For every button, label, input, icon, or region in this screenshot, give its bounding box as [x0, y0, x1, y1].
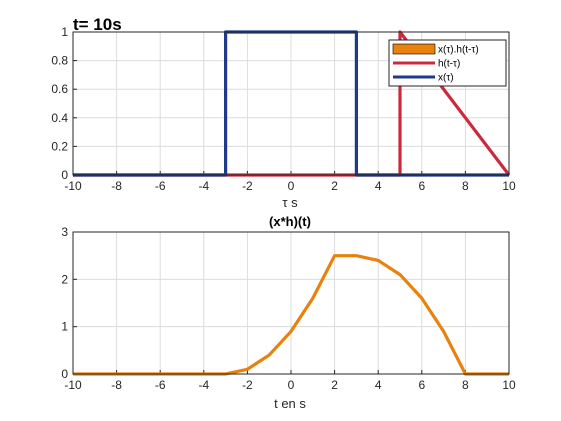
- top-xtick-label: -8: [111, 179, 122, 193]
- bottom-ytick-label: 3: [61, 225, 68, 239]
- top-xtick-label: 8: [462, 179, 469, 193]
- bottom-xtick-label: -10: [64, 378, 82, 392]
- top-xtick-label: -10: [64, 179, 82, 193]
- top-ytick-label: 0.2: [51, 139, 68, 153]
- bottom-ytick-label: 2: [61, 272, 68, 286]
- top-xlabel: τ s: [282, 195, 298, 210]
- legend-label-0: x(τ).h(t-τ): [438, 45, 479, 56]
- bottom-xtick-label: 2: [331, 378, 338, 392]
- top-xtick-label: 6: [418, 179, 425, 193]
- top-ytick-label: 1: [61, 25, 68, 39]
- top-ytick-label: 0.4: [51, 111, 68, 125]
- bottom-xtick-label: -4: [198, 378, 209, 392]
- top-axes-box: [72, 31, 510, 176]
- top-xtick-label: -4: [198, 179, 209, 193]
- bottom-xtick-label: 6: [418, 378, 425, 392]
- bottom-xtick-label: -8: [111, 378, 122, 392]
- top-xtick-label: -2: [242, 179, 253, 193]
- top-ytick-label: 0.6: [51, 82, 68, 96]
- legend-swatch-0: [392, 43, 436, 55]
- top-xtick-label: -6: [155, 179, 166, 193]
- bottom-axes: -10 -8 -6 -4 -2 0 2 4 6 8 10 0 1 2 3 (x*h)(t) t en s: [61, 214, 516, 411]
- bottom-ytick-label: 1: [61, 320, 68, 334]
- bottom-axes-box: [72, 231, 510, 375]
- bottom-ytick-label: 0: [61, 367, 68, 381]
- bottom-xlabel: t en s: [274, 396, 306, 411]
- bottom-xtick-label: 10: [502, 378, 516, 392]
- bottom-xtick-label: 4: [375, 378, 382, 392]
- time-annotation: t= 10s: [73, 15, 122, 34]
- top-xtick-label: 4: [375, 179, 382, 193]
- bottom-title: (x*h)(t): [269, 214, 311, 229]
- bottom-xtick-label: 8: [462, 378, 469, 392]
- top-xtick-label: 2: [331, 179, 338, 193]
- top-xtick-label: 10: [502, 179, 516, 193]
- legend: x(τ).h(t-τ) h(t-τ) x(τ): [388, 39, 507, 87]
- top-ytick-label: 0: [61, 168, 68, 182]
- top-xtick-label: 0: [288, 179, 295, 193]
- top-axes: -10 -8 -6 -4 -2 0 2 4 6 8 10 0 0.2 0.4 0.6 0.8 1 x(τ).h(t…: [51, 15, 516, 210]
- bottom-xtick-label: -2: [242, 378, 253, 392]
- legend-label-1: h(t-τ): [438, 59, 460, 70]
- legend-label-2: x(τ): [438, 73, 454, 84]
- bottom-xtick-label: 0: [288, 378, 295, 392]
- bottom-xtick-label: -6: [155, 378, 166, 392]
- bottom-series-line-0: [73, 254, 509, 376]
- top-ytick-label: 0.8: [51, 54, 68, 68]
